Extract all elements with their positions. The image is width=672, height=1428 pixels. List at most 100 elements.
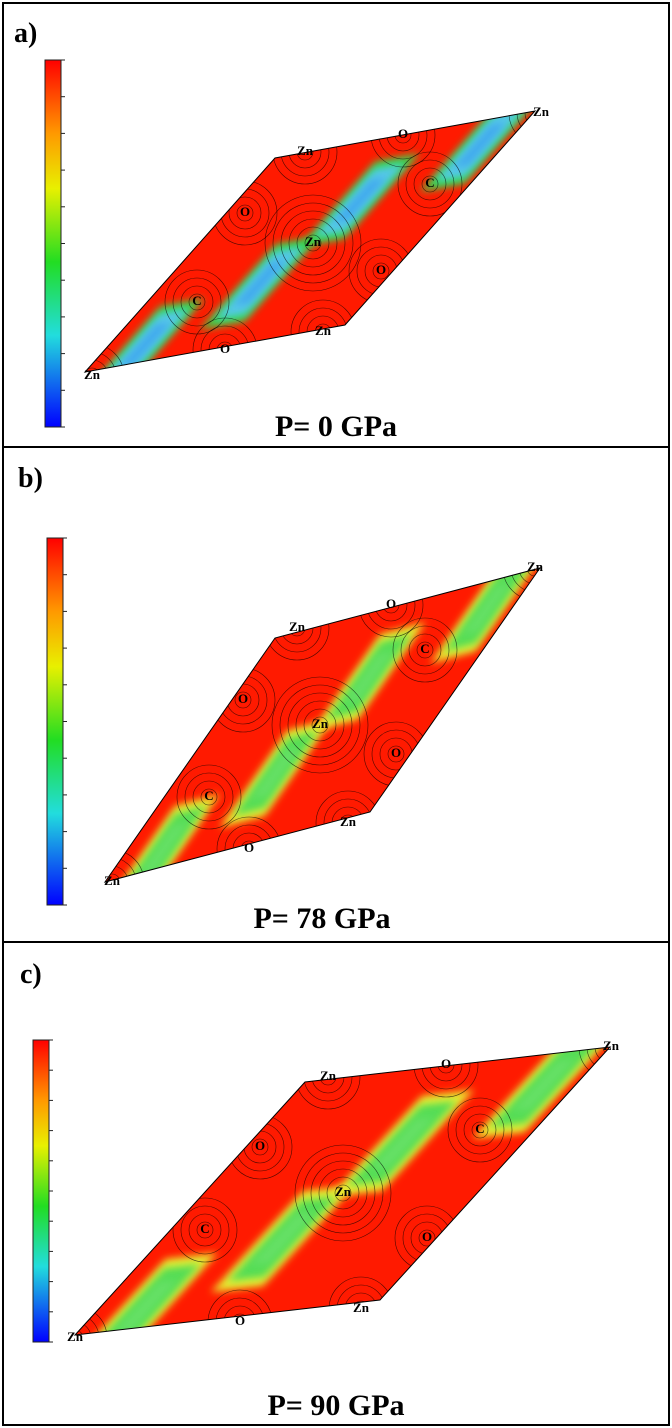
- contour-line: [287, 692, 353, 758]
- cell-outline: [83, 110, 537, 373]
- atom-label: Zn: [527, 559, 544, 574]
- colorbar: [44, 59, 62, 428]
- region: [512, 1058, 577, 1112]
- contour-line: [294, 1144, 392, 1242]
- atom-label: O: [255, 1138, 265, 1153]
- contour-line: [279, 684, 361, 766]
- colorbar: [32, 1039, 50, 1343]
- contour-line: [192, 780, 226, 814]
- contour-line: [372, 262, 390, 280]
- contour-line: [288, 218, 338, 268]
- atom-label: Zn: [315, 323, 332, 338]
- atom-label: O: [376, 262, 386, 277]
- contour-line: [392, 617, 458, 683]
- contour-line: [387, 745, 405, 763]
- contour-line: [405, 159, 455, 209]
- contour-line: [176, 764, 242, 830]
- contour-line: [416, 641, 434, 659]
- atom-label: O: [244, 840, 254, 855]
- contour-line: [272, 202, 354, 284]
- panel: b) Zn O Zn C O Zn O C Zn O Zn P= 78 GPa: [18, 463, 544, 935]
- contour-map: [75, 1047, 610, 1335]
- contour-line: [397, 151, 463, 217]
- contour-line: [234, 691, 252, 709]
- contour-line: [188, 293, 206, 311]
- atom-label: Zn: [320, 1068, 337, 1083]
- contour-line: [310, 1160, 376, 1226]
- contour-line: [418, 1229, 436, 1247]
- atom-label: C: [192, 293, 201, 308]
- contour-line: [196, 1221, 214, 1239]
- atom-label: Zn: [340, 814, 357, 829]
- contour-line: [280, 210, 346, 276]
- atom-label: O: [391, 745, 401, 760]
- atom-label: O: [398, 126, 408, 141]
- panel-label: b): [18, 463, 43, 494]
- contour-line: [408, 633, 442, 667]
- region: [333, 177, 387, 223]
- atom-label: C: [475, 1121, 484, 1136]
- atom-label: C: [420, 641, 429, 656]
- contour-line: [172, 277, 222, 327]
- atom-label: Zn: [603, 1038, 620, 1053]
- contour-line: [302, 1152, 384, 1234]
- region: [251, 746, 301, 800]
- contour-line: [295, 700, 345, 750]
- region: [462, 582, 512, 636]
- region: [250, 1212, 315, 1265]
- caption: P= 0 GPa: [275, 410, 397, 443]
- atom-label: Zn: [533, 104, 550, 119]
- panel-label: c): [20, 959, 42, 990]
- contour-line: [455, 1105, 505, 1155]
- panel: c) Zn O Zn C O Zn O C Zn O Zn P= 90 GPa: [20, 959, 620, 1422]
- contour-line: [447, 1097, 513, 1163]
- contour-line: [471, 1121, 489, 1139]
- atom-label: O: [441, 1056, 451, 1071]
- contour-line: [413, 167, 447, 201]
- region: [233, 260, 287, 306]
- atom-label: O: [386, 596, 396, 611]
- contour-line: [264, 194, 362, 292]
- atom-label: Zn: [335, 1184, 352, 1199]
- panel: a) Zn O Zn C O Zn O C Zn O Zn P= 0 GPa: [14, 18, 550, 443]
- region: [138, 822, 189, 876]
- colorbar: [46, 537, 64, 906]
- region: [344, 650, 394, 704]
- region: [113, 1280, 178, 1333]
- contour-map: [85, 111, 535, 372]
- contour-line: [236, 204, 254, 222]
- atom-label: C: [204, 788, 213, 803]
- contour-line: [228, 196, 262, 230]
- cell-outline: [73, 1046, 612, 1336]
- region: [117, 322, 172, 368]
- atom-label: O: [240, 204, 250, 219]
- contour-line: [271, 676, 369, 774]
- region: [453, 122, 507, 168]
- contour-line: [105, 873, 121, 882]
- contour-map: [105, 568, 540, 882]
- contour-line: [184, 772, 234, 822]
- contour-line: [200, 788, 218, 806]
- contour-line: [311, 716, 329, 734]
- atom-label: C: [200, 1221, 209, 1236]
- atom-label: Zn: [289, 619, 306, 634]
- atom-label: O: [238, 691, 248, 706]
- caption: P= 90 GPa: [267, 1389, 404, 1422]
- atom-label: Zn: [104, 873, 121, 888]
- contour-line: [85, 367, 101, 372]
- cell-outline: [103, 567, 542, 883]
- contour-line: [304, 234, 322, 252]
- contour-line: [400, 625, 450, 675]
- contour-line: [326, 1176, 360, 1210]
- atom-label: C: [425, 175, 434, 190]
- region: [370, 1117, 435, 1170]
- atom-label: Zn: [297, 143, 314, 158]
- atom-label: Zn: [353, 1300, 370, 1315]
- contour-line: [251, 1138, 269, 1156]
- contour-line: [180, 285, 214, 319]
- atom-label: O: [235, 1313, 245, 1328]
- atom-label: Zn: [84, 367, 101, 382]
- contour-line: [463, 1113, 497, 1147]
